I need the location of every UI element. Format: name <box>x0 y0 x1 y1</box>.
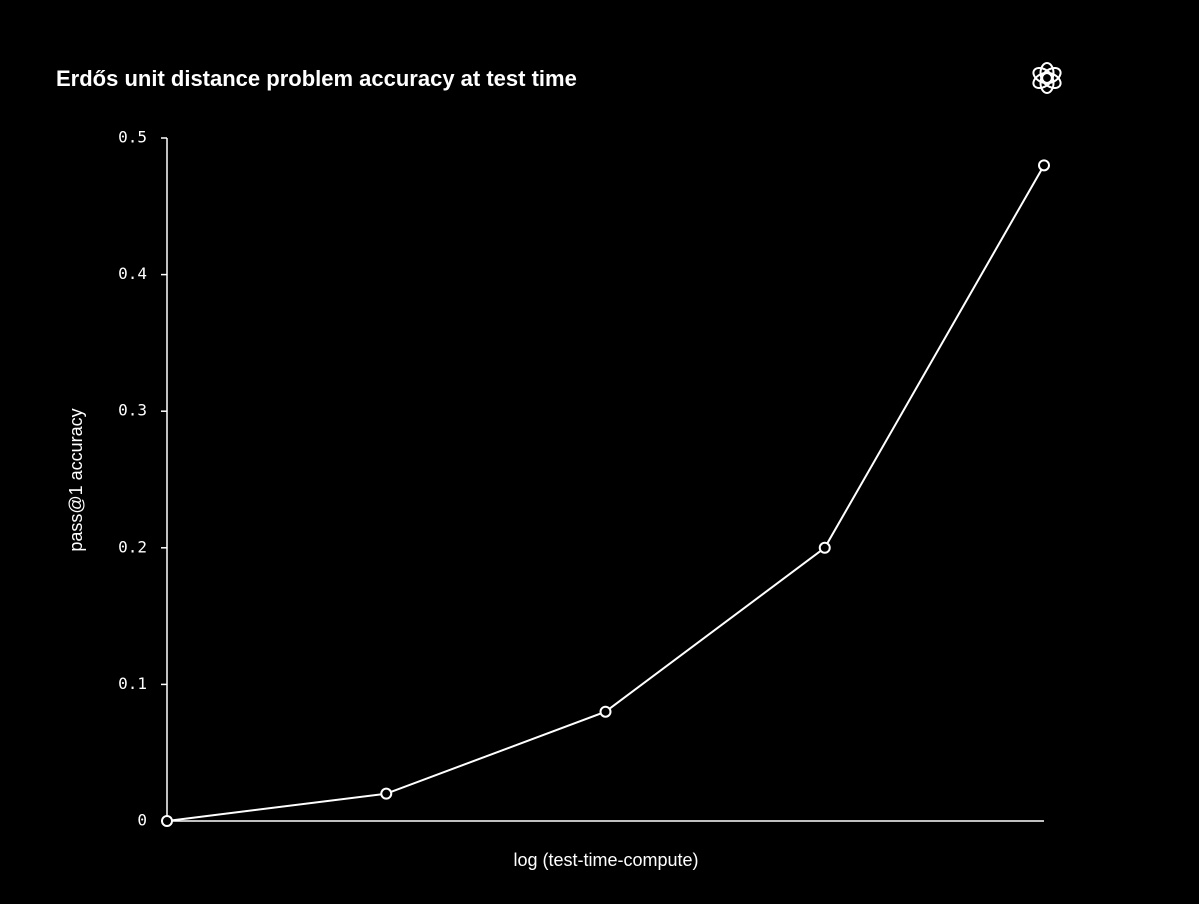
logo <box>1032 62 1062 94</box>
y-tick-label: 0 <box>137 811 147 830</box>
y-tick-label: 0.3 <box>118 401 147 420</box>
y-axis-label: pass@1 accuracy <box>66 408 86 551</box>
data-point <box>161 815 173 827</box>
y-tick-label: 0.1 <box>118 674 147 693</box>
data-point <box>380 787 393 800</box>
data-point <box>1038 159 1050 172</box>
y-tick-label: 0.2 <box>118 537 147 556</box>
y-tick-label: 0.4 <box>118 264 147 283</box>
data-point <box>599 705 612 718</box>
chart-title: Erdős unit distance problem accuracy at … <box>56 66 577 91</box>
x-axis-label: log (test-time-compute) <box>513 850 698 870</box>
data-point <box>818 541 831 554</box>
y-tick-label: 0.5 <box>118 128 147 147</box>
